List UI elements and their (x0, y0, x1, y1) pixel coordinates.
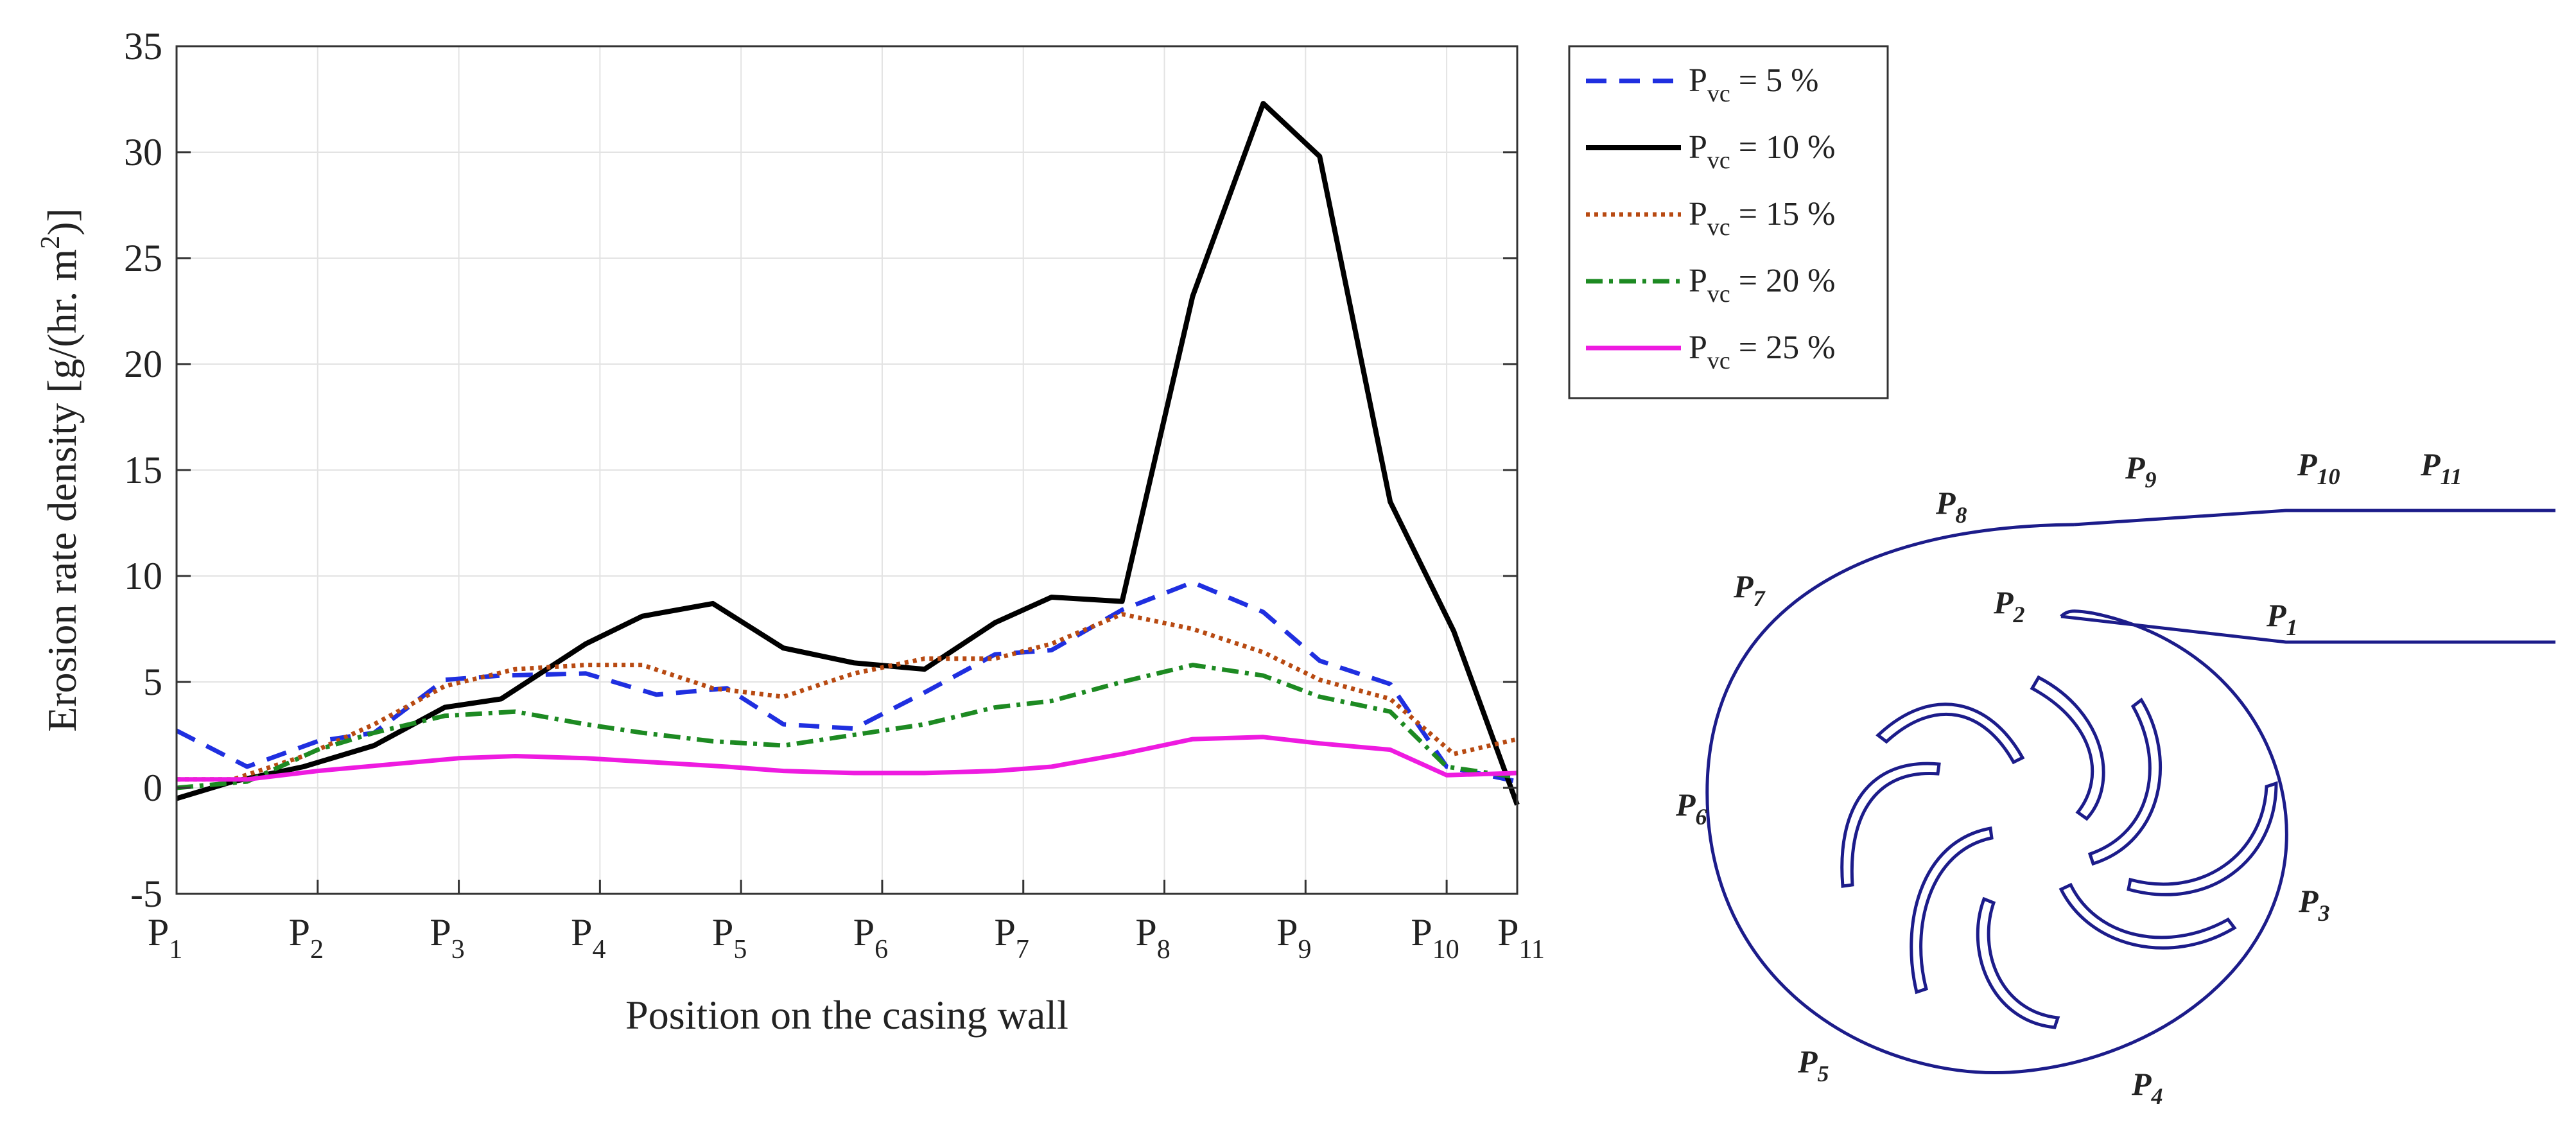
x-tick-label: P9 (1276, 911, 1311, 964)
y-axis-label-end: )] (39, 208, 85, 236)
impeller-blade-8 (1875, 702, 2025, 765)
legend: Pvc = 5 % Pvc = 10 % Pvc = 15 % Pvc = 20 % P… (1568, 45, 1889, 399)
y-axis-label: Erosion rate density [g/(hr. m2)] (36, 208, 85, 731)
diagram-label-p9: P9 (2125, 449, 2157, 493)
x-tick-label: P1 (148, 911, 182, 964)
diagram-label-p7: P7 (1733, 568, 1766, 611)
y-axis-ticks: -5 0 5 10 15 20 25 30 35 (124, 25, 1517, 915)
y-tick-label: 35 (124, 25, 162, 67)
y-tick-label: 25 (124, 237, 162, 279)
diagram-label-p6: P6 (1675, 787, 1707, 830)
y-tick-label: 15 (124, 449, 162, 491)
series-line-5 (177, 735, 1518, 782)
x-tick-label: P4 (571, 911, 605, 964)
legend-label-1: Pvc = 5 % (1689, 62, 1818, 107)
legend-label-2: Pvc = 10 % (1689, 129, 1835, 174)
x-tick-label: P6 (853, 911, 888, 964)
diagram-label-p3: P3 (2298, 883, 2330, 926)
x-tick-label: P8 (1135, 911, 1170, 964)
diagram-label-p11: P11 (2420, 446, 2462, 489)
impeller-blade-5 (1976, 896, 2060, 1029)
y-axis-label-main: Erosion rate density [g/(hr. m (39, 249, 85, 732)
x-tick-label: P11 (1497, 911, 1545, 964)
y-tick-label: -5 (130, 873, 162, 915)
y-tick-label: 30 (124, 131, 162, 173)
y-tick-label: 20 (124, 343, 162, 385)
x-tick-label: P3 (430, 911, 464, 964)
legend-items: Pvc = 5 % Pvc = 10 % Pvc = 15 % Pvc = 20 % P… (1586, 62, 1835, 374)
diagram-label-p5: P5 (1797, 1043, 1829, 1086)
impeller-blade-1 (2030, 675, 2105, 821)
volute-casing-wall (1705, 523, 2288, 1075)
legend-box (1568, 45, 1889, 399)
y-tick-label: 5 (143, 661, 162, 703)
y-tick-label: 10 (124, 555, 162, 597)
x-tick-label: P2 (289, 911, 324, 964)
diagram-label-p2: P2 (1993, 584, 2025, 627)
series-line-3 (177, 611, 1518, 782)
impeller-blade-2 (2087, 697, 2162, 866)
x-tick-label: P7 (995, 911, 1029, 964)
impeller-blade-3 (2127, 781, 2278, 896)
impeller-blade-6 (1910, 826, 1994, 995)
y-tick-label: 0 (143, 767, 162, 809)
series-line-2 (175, 101, 1520, 806)
legend-label-4: Pvc = 20 % (1689, 263, 1835, 308)
diagram-label-p4: P4 (2131, 1066, 2163, 1109)
x-tick-label: P10 (1411, 911, 1459, 964)
impeller-blade-7 (1840, 762, 1941, 888)
series-line-4 (176, 663, 1518, 790)
diagram-point-labels: P1 P2 P3 P4 P5 P6 P7 P8 P9 P10 P11 (1675, 446, 2462, 1109)
x-axis-label: Position on the casing wall (625, 992, 1068, 1038)
discharge-pipe-upper (2073, 509, 2555, 527)
impeller-blade-4 (2058, 882, 2237, 950)
legend-label-3: Pvc = 15 % (1689, 196, 1835, 241)
x-tick-label: P5 (712, 911, 747, 964)
volute-pump-diagram: P1 P2 P3 P4 P5 P6 P7 P8 P9 P10 P11 (1675, 446, 2555, 1109)
x-axis-ticks: P1 P2 P3 P4 P5 P6 P7 P8 P9 P10 P11 (148, 880, 1545, 964)
tongue-and-lower-pipe (2060, 615, 2555, 644)
series-lines (175, 101, 1520, 806)
diagram-label-p10: P10 (2297, 446, 2340, 489)
series-line-1 (175, 580, 1518, 784)
diagram-label-p8: P8 (1935, 485, 1967, 528)
y-axis-label-sup: 2 (36, 236, 65, 249)
legend-label-5: Pvc = 25 % (1689, 329, 1835, 374)
diagram-label-p1: P1 (2266, 597, 2298, 640)
